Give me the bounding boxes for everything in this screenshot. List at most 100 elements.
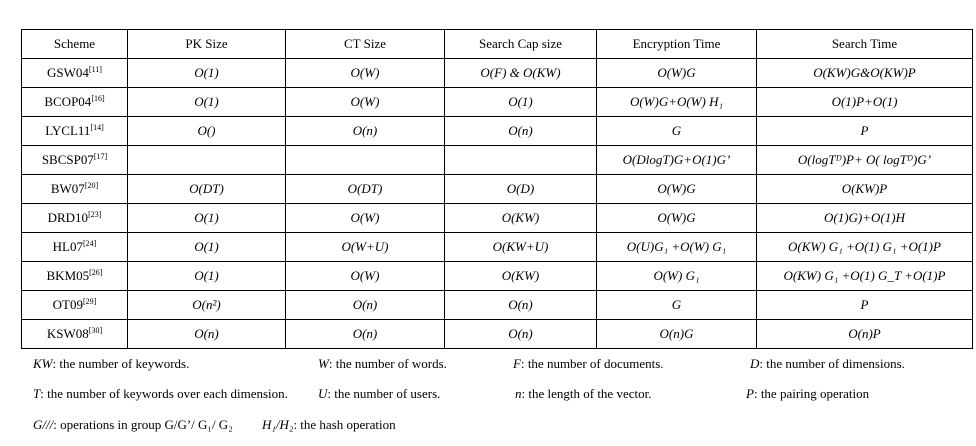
table-row: OT09[29] O(n²) O(n) O(n) G P <box>21 290 973 320</box>
cell-encryption-time: O(W)G <box>596 174 757 204</box>
legend-t: T: the number of keywords over each dime… <box>33 386 288 402</box>
legend-n: n: the length of the vector. <box>515 386 651 402</box>
header-pk-size: PK Size <box>127 29 286 59</box>
cell-search-cap-size: O(KW) <box>444 203 597 233</box>
cell-encryption-time: G <box>596 290 757 320</box>
cell-scheme: BCOP04[16] <box>21 87 128 117</box>
legend-g-text: : operations in group G/G’/ G₁/ G₂ <box>53 417 233 432</box>
table-row: SBCSP07[17] O(DlogT)G+O(1)G’ O(logTᴰ)P+ O(… <box>21 145 973 175</box>
cell-scheme: DRD10[23] <box>21 203 128 233</box>
legend-d-text: : the number of dimensions. <box>759 356 905 371</box>
cell-ct-size: O(n) <box>285 290 445 320</box>
cell-encryption-time: O(n)G <box>596 319 757 349</box>
cell-pk-size <box>127 145 286 175</box>
cell-pk-size: O(1) <box>127 232 286 262</box>
scheme-name: BCOP04 <box>44 94 92 109</box>
scheme-name: BW07 <box>50 181 85 196</box>
cell-search-time: O(KW)G&O(KW)P <box>756 58 973 88</box>
cell-scheme: GSW04[11] <box>21 58 128 88</box>
table-row: BKM05[26] O(1) O(W) O(KW) O(W) G₁ O(KW) G₁ +O… <box>21 261 973 291</box>
cell-pk-size: O(n) <box>127 319 286 349</box>
legend-kw: KW: the number of keywords. <box>33 356 189 372</box>
cell-encryption-time: O(DlogT)G+O(1)G’ <box>596 145 757 175</box>
cell-search-cap-size: O(KW) <box>444 261 597 291</box>
header-encryption-time: Encryption Time <box>596 29 757 59</box>
cell-search-time: O(KW)P <box>756 174 973 204</box>
legend-g-symbol: G/// <box>33 417 54 432</box>
cell-scheme: BW07[20] <box>21 174 128 204</box>
cell-search-time: O(KW) G₁ +O(1) G_T +O(1)P <box>756 261 973 291</box>
legend-w-text: : the number of words. <box>328 356 447 371</box>
comparison-table: Scheme PK Size CT Size Search Cap size E… <box>21 29 973 349</box>
cell-search-cap-size: O(F) & O(KW) <box>444 58 597 88</box>
cell-scheme: KSW08[30] <box>21 319 128 349</box>
legend-u-symbol: U <box>318 386 328 401</box>
scheme-name: GSW04 <box>47 65 89 80</box>
scheme-reference: [26] <box>89 268 103 277</box>
cell-search-cap-size: O(D) <box>444 174 597 204</box>
header-row: Scheme PK Size CT Size Search Cap size E… <box>21 29 973 59</box>
cell-ct-size: O(W) <box>285 203 445 233</box>
table-body: GSW04[11] O(1) O(W) O(F) & O(KW) O(W)G O(KW)G… <box>21 58 973 349</box>
cell-encryption-time: O(W)G <box>596 203 757 233</box>
cell-search-cap-size: O(KW+U) <box>444 232 597 262</box>
scheme-reference: [11] <box>88 65 102 74</box>
cell-search-time: O(logTᴰ)P+ O( logTᴰ)G’ <box>756 145 973 175</box>
cell-search-cap-size: O(n) <box>444 116 597 146</box>
table-row: LYCL11[14] O() O(n) O(n) G P <box>21 116 973 146</box>
cell-search-cap-size: O(1) <box>444 87 597 117</box>
header-search-cap-size: Search Cap size <box>444 29 597 59</box>
cell-pk-size: O(1) <box>127 58 286 88</box>
scheme-name: DRD10 <box>47 210 89 225</box>
legend-p: P: the pairing operation <box>746 386 869 402</box>
cell-pk-size: O(1) <box>127 87 286 117</box>
cell-ct-size: O(DT) <box>285 174 445 204</box>
table-row: KSW08[30] O(n) O(n) O(n) O(n)G O(n)P <box>21 319 973 349</box>
cell-scheme: LYCL11[14] <box>21 116 128 146</box>
scheme-reference: [20] <box>84 181 99 190</box>
scheme-name: BKM05 <box>46 268 90 283</box>
cell-search-cap-size: O(n) <box>444 319 597 349</box>
legend-f-symbol: F <box>513 356 521 371</box>
cell-ct-size: O(W) <box>285 261 445 291</box>
legend-p-symbol: P <box>746 386 754 401</box>
legend-d: D: the number of dimensions. <box>750 356 905 372</box>
cell-pk-size: O(n²) <box>127 290 286 320</box>
scheme-reference: [14] <box>90 123 104 132</box>
legend-h: H₁/H₂: the hash operation <box>262 417 396 433</box>
cell-search-cap-size <box>444 145 597 175</box>
legend-u-text: : the number of users. <box>327 386 441 401</box>
cell-pk-size: O(1) <box>127 203 286 233</box>
table-row: DRD10[23] O(1) O(W) O(KW) O(W)G O(1)G)+O(1)H <box>21 203 973 233</box>
cell-ct-size: O(W) <box>285 87 445 117</box>
cell-pk-size: O(1) <box>127 261 286 291</box>
cell-encryption-time: G <box>596 116 757 146</box>
cell-pk-size: O() <box>127 116 286 146</box>
table-row: HL07[24] O(1) O(W+U) O(KW+U) O(U)G₁ +O(W) G₁… <box>21 232 973 262</box>
legend-n-symbol: n <box>515 386 522 401</box>
legend-f: F: the number of documents. <box>513 356 664 372</box>
cell-encryption-time: O(W) G₁ <box>596 261 757 291</box>
cell-ct-size: O(n) <box>285 319 445 349</box>
scheme-name: OT09 <box>52 297 83 312</box>
cell-search-cap-size: O(n) <box>444 290 597 320</box>
cell-encryption-time: O(U)G₁ +O(W) G₁ <box>596 232 757 262</box>
cell-search-time: P <box>756 116 973 146</box>
cell-search-time: P <box>756 290 973 320</box>
cell-ct-size: O(n) <box>285 116 445 146</box>
scheme-name: LYCL11 <box>45 123 91 138</box>
table-row: BW07[20] O(DT) O(DT) O(D) O(W)G O(KW)P <box>21 174 973 204</box>
cell-search-time: O(n)P <box>756 319 973 349</box>
legend-kw-text: : the number of keywords. <box>52 356 190 371</box>
legend-w-symbol: W <box>318 356 329 371</box>
cell-scheme: OT09[29] <box>21 290 128 320</box>
legend-t-text: : the number of keywords over each dimen… <box>40 386 288 401</box>
cell-ct-size: O(W) <box>285 58 445 88</box>
legend-t-symbol: T <box>33 386 41 401</box>
legend-w: W: the number of words. <box>318 356 447 372</box>
legend-n-text: : the length of the vector. <box>521 386 652 401</box>
legend-d-symbol: D <box>750 356 760 371</box>
table-row: BCOP04[16] O(1) O(W) O(1) O(W)G+O(W) H₁ O(1)P… <box>21 87 973 117</box>
scheme-reference: [24] <box>83 239 97 248</box>
cell-pk-size: O(DT) <box>127 174 286 204</box>
